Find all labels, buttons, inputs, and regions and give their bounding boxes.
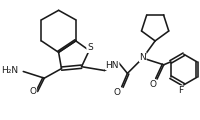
Text: HN: HN — [105, 61, 118, 70]
Text: O: O — [148, 80, 155, 89]
Text: N: N — [139, 53, 145, 62]
Text: O: O — [113, 88, 120, 97]
Text: H₂N: H₂N — [1, 66, 18, 75]
Text: F: F — [177, 86, 182, 95]
Text: S: S — [87, 43, 93, 52]
Text: O: O — [29, 87, 36, 96]
